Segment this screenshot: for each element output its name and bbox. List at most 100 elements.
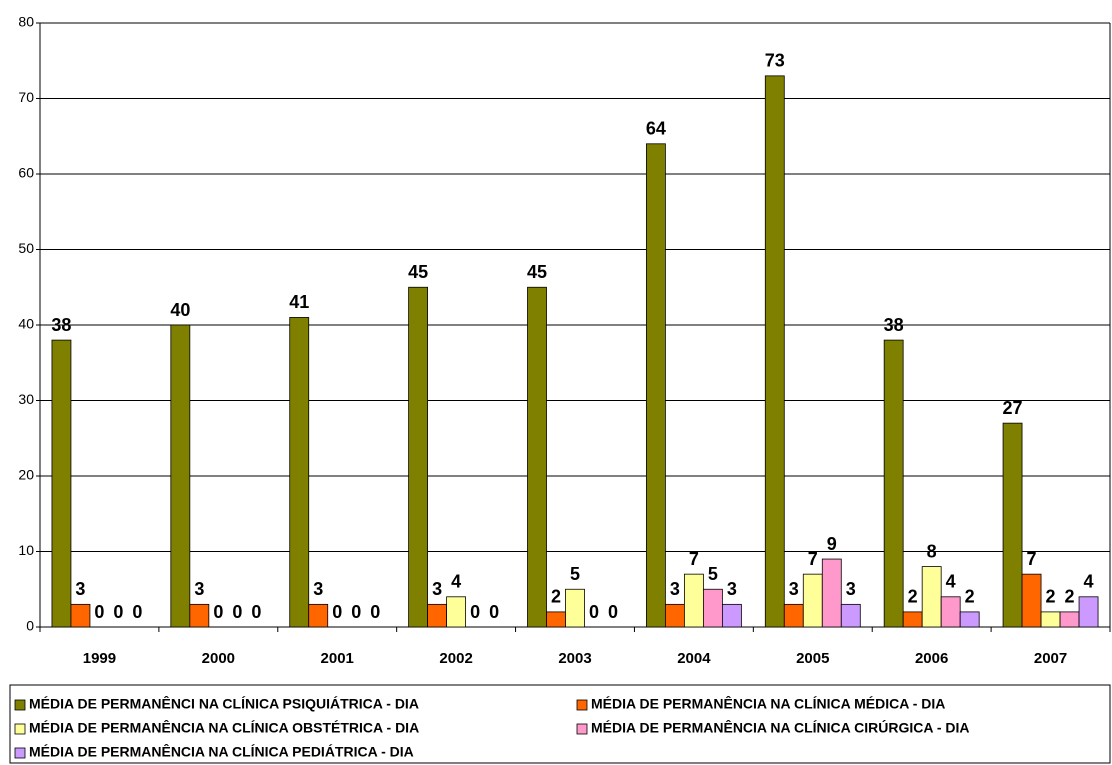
data-label: 3 (670, 579, 680, 599)
data-label: 0 (232, 602, 242, 622)
data-label: 5 (570, 564, 580, 584)
bar (51, 339, 72, 628)
data-label: 0 (608, 602, 618, 622)
bar (170, 324, 191, 628)
bar (527, 286, 547, 628)
data-label: 2 (908, 587, 918, 607)
data-label: 3 (194, 579, 204, 599)
bar (308, 603, 329, 628)
bar (408, 286, 429, 628)
data-label: 7 (1027, 549, 1037, 569)
data-label: 64 (646, 119, 666, 139)
data-label: 0 (113, 602, 123, 622)
y-tick-label: 60 (18, 165, 34, 181)
data-label: 0 (132, 602, 142, 622)
bar (664, 603, 685, 628)
data-label: 41 (289, 292, 309, 312)
bar (802, 573, 823, 628)
legend-swatch (576, 723, 588, 735)
y-tick-label: 30 (18, 391, 34, 407)
data-label: 38 (884, 315, 904, 335)
data-label: 0 (470, 602, 480, 622)
data-label: 40 (170, 300, 190, 320)
data-label: 3 (75, 579, 85, 599)
data-label: 0 (589, 602, 599, 622)
x-tick-label: 2004 (677, 650, 711, 667)
bar (783, 603, 804, 628)
data-label: 3 (432, 579, 442, 599)
data-label: 0 (94, 602, 104, 622)
bar (70, 603, 91, 628)
data-label: 4 (1084, 572, 1094, 592)
legend-box (9, 684, 1111, 764)
bar (883, 339, 904, 628)
data-label: 0 (251, 602, 261, 622)
data-label: 73 (765, 51, 785, 71)
data-label: 45 (408, 262, 428, 282)
bar (427, 603, 448, 628)
bar (546, 611, 566, 628)
y-tick-label: 20 (18, 467, 34, 483)
x-tick-label: 2005 (796, 650, 829, 667)
data-label: 38 (51, 315, 71, 335)
bar (959, 611, 980, 628)
data-label: 4 (451, 572, 461, 592)
legend-label: MÉDIA DE PERMANÊNCIA NA CLÍNICA CIRÚRGIC… (591, 719, 970, 736)
data-label: 2 (1065, 587, 1075, 607)
bar (902, 611, 923, 628)
legend-label: MÉDIA DE PERMANÊNCIA NA CLÍNICA OBSTÉTRI… (29, 719, 419, 736)
data-label: 9 (827, 534, 837, 554)
y-tick-label: 70 (18, 89, 34, 105)
bar (683, 573, 704, 628)
data-label: 2 (551, 587, 561, 607)
bar (1021, 573, 1042, 628)
bar (921, 566, 942, 628)
bar (764, 75, 785, 628)
data-label: 7 (689, 549, 699, 569)
data-label: 2 (1046, 587, 1056, 607)
legend-swatch (14, 699, 26, 711)
data-label: 3 (313, 579, 323, 599)
data-label: 45 (527, 262, 547, 282)
y-tick-label: 40 (18, 316, 34, 332)
data-label: 3 (846, 579, 856, 599)
x-tick-label: 2002 (439, 650, 472, 667)
y-tick-label: 80 (18, 14, 34, 30)
data-label: 27 (1003, 398, 1023, 418)
x-tick-label: 2000 (202, 650, 235, 667)
x-tick-label: 2003 (558, 650, 591, 667)
legend-swatch (14, 723, 26, 735)
bar (1078, 596, 1099, 628)
data-label: 7 (808, 549, 818, 569)
legend-label: MÉDIA DE PERMANÊNCIA NA CLÍNICA PEDIÁTRI… (29, 743, 414, 760)
legend-swatch (576, 699, 588, 711)
bar (721, 603, 742, 628)
bar (446, 596, 467, 628)
legend-label: MÉDIA DE PERMANÊNCIA NA CLÍNICA MÉDICA -… (591, 695, 945, 712)
bar (840, 603, 861, 628)
data-label: 3 (789, 579, 799, 599)
data-label: 0 (213, 602, 223, 622)
bar (821, 558, 842, 628)
bar (702, 588, 723, 628)
data-label: 3 (727, 579, 737, 599)
y-tick-label: 10 (18, 542, 34, 558)
bar (189, 603, 210, 628)
bar (565, 588, 585, 628)
x-tick-label: 2001 (321, 650, 354, 667)
y-tick-label: 50 (18, 240, 34, 256)
bar (645, 143, 666, 628)
x-tick-label: 2007 (1034, 650, 1067, 667)
data-label: 0 (332, 602, 342, 622)
data-label: 4 (946, 572, 956, 592)
data-label: 0 (370, 602, 380, 622)
x-tick-label: 2006 (915, 650, 948, 667)
bar (940, 596, 961, 628)
data-label: 0 (489, 602, 499, 622)
x-tick-label: 1999 (83, 650, 116, 667)
legend-swatch (14, 747, 26, 759)
bar (1002, 422, 1023, 628)
data-label: 0 (351, 602, 361, 622)
y-tick-label: 0 (26, 618, 34, 634)
